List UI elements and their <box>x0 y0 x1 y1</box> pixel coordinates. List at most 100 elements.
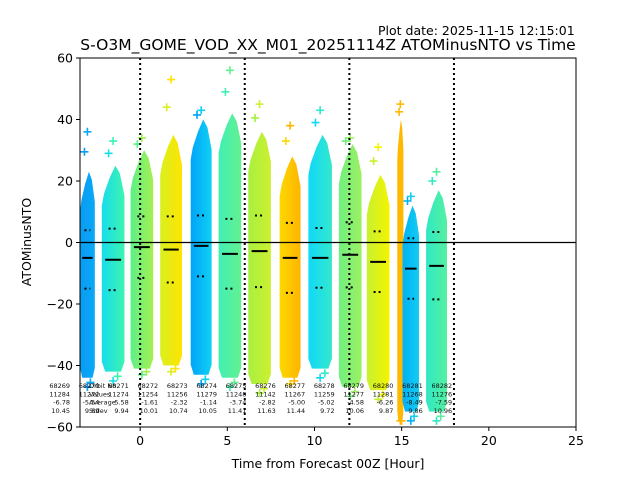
scatter-outlier <box>428 177 437 185</box>
scatter-outlier <box>260 384 269 393</box>
legend-label: Average <box>89 399 116 407</box>
scatter-cluster <box>366 143 390 404</box>
scatter-cluster <box>80 127 95 392</box>
x-tick-label: 0 <box>136 433 144 448</box>
scatter-points <box>338 144 362 388</box>
orbit-stat-stdev: 10.74 <box>169 407 188 415</box>
x-tick-label: 20 <box>481 433 497 448</box>
orbit-stat-average: -3.74 <box>230 399 247 407</box>
scatter-points <box>402 205 420 412</box>
scatter-outlier <box>113 372 122 381</box>
scatter-outlier <box>225 66 234 75</box>
orbit-stat-average: -5.00 <box>288 399 305 407</box>
scatter-outlier <box>316 373 325 382</box>
scatter-outlier <box>281 137 290 146</box>
scatter-cluster <box>248 100 271 398</box>
legend-label: Orbit No <box>89 382 116 390</box>
orbit-stat-stdev: 9.86 <box>408 407 422 415</box>
orbit-stat-stdev: 10.06 <box>345 407 364 415</box>
scatter-points <box>279 156 301 378</box>
plot-date: Plot date: 2025-11-15 12:15:01 <box>378 23 575 38</box>
scatter-outlier <box>221 87 230 96</box>
scatter-clusters <box>80 66 447 425</box>
scatter-outlier <box>255 100 264 109</box>
scatter-outlier <box>286 379 295 388</box>
orbit-stat-values: 11267 <box>285 390 306 398</box>
scatter-cluster <box>160 75 182 376</box>
scatter-outlier <box>197 379 206 388</box>
scatter-outlier <box>341 137 350 146</box>
scatter-outlier <box>350 387 359 396</box>
orbit-stat-average: -2.82 <box>259 399 276 407</box>
orbit-stat-average: -5.58 <box>112 399 129 407</box>
scatter-outlier <box>396 100 405 109</box>
orbit-stat-values: 11272 <box>79 390 100 398</box>
scatter-cluster <box>426 167 447 425</box>
y-axis-label: ATOMinusNTO <box>19 198 34 287</box>
orbit-stat-values: 11256 <box>167 390 188 398</box>
orbit-stat-stdev: 10.01 <box>140 407 159 415</box>
scatter-outlier <box>109 376 118 385</box>
orbit-stat-stdev: 10.45 <box>51 407 70 415</box>
scatter-outlier <box>167 367 176 376</box>
orbit-stat-orbit: 68269 <box>49 382 70 390</box>
legend-label: Values <box>89 390 111 398</box>
orbit-stat-average: -1.61 <box>141 399 158 407</box>
orbit-stat-orbit: 68282 <box>432 382 453 390</box>
scatter-outlier <box>286 121 295 130</box>
scatter-outlier <box>83 383 92 392</box>
scatter-cluster <box>402 192 420 425</box>
orbit-stat-stdev: 11.44 <box>287 407 306 415</box>
orbit-stat-average: -5.54 <box>83 399 100 407</box>
scatter-outlier <box>255 389 264 398</box>
x-axis: 0 5 10 15 20 25 <box>136 427 584 448</box>
scatter-outlier <box>406 192 415 201</box>
scatter-outlier <box>406 416 415 425</box>
scatter-outlier <box>192 110 201 119</box>
scatter-outlier <box>225 383 234 392</box>
scatter-outlier <box>410 412 419 421</box>
scatter-cluster <box>395 100 406 425</box>
scatter-points <box>130 150 154 369</box>
scatter-outlier <box>397 416 406 425</box>
scatter-outlier <box>374 143 383 152</box>
y-axis: 60 40 20 0 −20 −40 −60 <box>47 51 80 435</box>
scatter-cluster <box>130 133 154 379</box>
orbit-stat-orbit: 68277 <box>285 382 306 390</box>
reference-lines <box>80 58 576 427</box>
scatter-outlier <box>346 133 355 142</box>
orbit-stat-values: 11248 <box>226 390 247 398</box>
scatter-outlier <box>83 127 92 136</box>
orbit-stat-orbit: 68272 <box>138 382 159 390</box>
scatter-outlier <box>80 147 89 156</box>
orbit-stat-values: 11259 <box>314 390 335 398</box>
orbit-stat-values: 11276 <box>432 390 453 398</box>
x-tick-label: 10 <box>307 433 323 448</box>
orbit-stat-orbit: 68270 <box>79 382 100 390</box>
orbit-stat-average: -8.49 <box>406 399 423 407</box>
scatter-cluster <box>308 106 332 382</box>
scatter-cluster <box>279 121 301 388</box>
orbit-stat-orbit: 68276 <box>255 382 276 390</box>
orbit-stat-stdev: 10.96 <box>434 407 453 415</box>
scatter-outlier <box>104 149 113 158</box>
orbit-stat-average: -4.58 <box>347 399 364 407</box>
orbit-stat-values: 11277 <box>343 390 364 398</box>
orbit-stat-average: -2.32 <box>171 399 188 407</box>
scatter-points <box>426 190 447 412</box>
scatter-outlier <box>378 390 387 399</box>
orbit-stat-orbit: 68274 <box>196 382 217 390</box>
scatter-cluster <box>101 137 125 385</box>
y-tick-label: −40 <box>47 358 73 373</box>
orbit-stat-values: 11142 <box>255 390 276 398</box>
y-tick-label: 20 <box>57 174 73 189</box>
orbit-stat-stdev: 11.41 <box>228 407 247 415</box>
orbit-stat-average: -6.26 <box>377 399 394 407</box>
